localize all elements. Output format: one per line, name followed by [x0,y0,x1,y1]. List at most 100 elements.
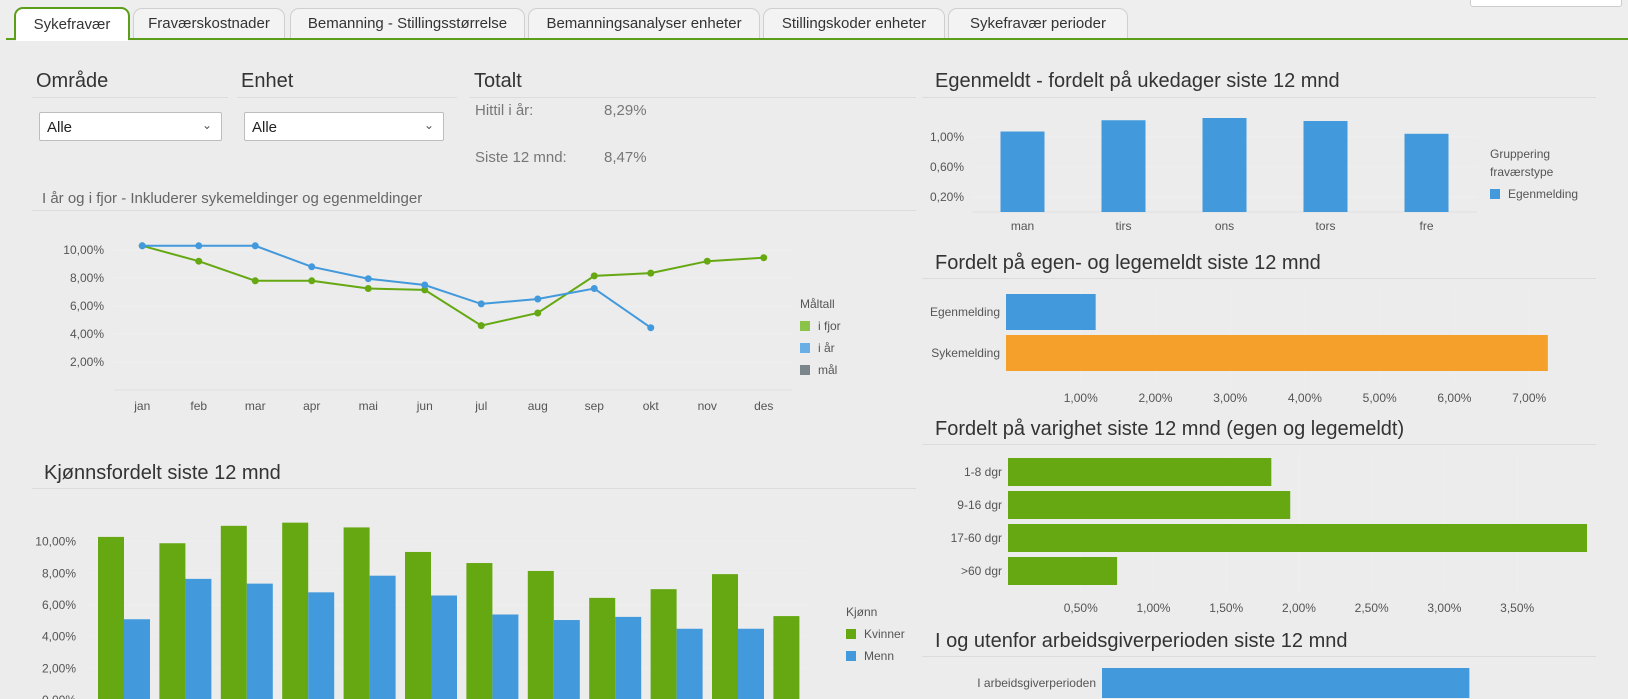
tab-bar: Sykefravær Fraværskostnader Bemanning - … [0,0,1628,41]
bar-menn [615,616,642,699]
tab-sykefravaer-perioder[interactable]: Sykefravær perioder [948,8,1128,38]
x-tick-label: 2,00% [1282,601,1316,615]
data-point [590,285,598,292]
bar-fre [1404,133,1449,212]
legend-label: Menn [864,649,894,663]
y-tick-label: 8,00% [42,566,76,580]
data-point [477,300,485,308]
bar-tors [1303,121,1348,212]
bar-kvinner [466,563,493,699]
x-tick-label: fre [1419,219,1433,233]
x-tick-label: 2,00% [1138,391,1172,405]
varighet-chart-title: Fordelt på varighet siste 12 mnd (egen o… [935,418,1405,440]
bar-kvinner [159,543,186,699]
legend-swatch [800,365,810,375]
x-tick-label: tors [1315,219,1335,233]
bar-menn [185,578,212,699]
data-point [421,281,429,289]
line-chart-title: I år og i fjor - Inkluderer sykemeldinge… [42,190,423,207]
divider [922,97,1596,98]
x-tick-label: 0,50% [1064,601,1098,615]
x-tick-label: ons [1215,219,1234,233]
y-tick-label: 4,00% [42,630,76,644]
x-tick-label: jul [474,399,487,413]
category-label: 9-16 dgr [957,498,1002,512]
y-tick-label: 0,60% [930,160,964,174]
x-tick-label: feb [190,399,207,413]
x-tick-label: okt [643,399,660,413]
legend-label: Kvinner [864,627,905,641]
egenlege-chart-title: Fordelt på egen- og legemeldt siste 12 m… [935,252,1321,274]
totalt-title: Totalt [474,70,522,92]
chevron-down-icon: ⌄ [423,118,434,132]
legend-title: fraværstype [1490,165,1554,179]
data-point [760,254,768,262]
x-tick-label: apr [303,399,320,413]
divider [922,278,1596,279]
tab-underline [6,38,1628,40]
tab-bemanningsanalyser-enheter[interactable]: Bemanningsanalyser enheter [528,8,760,38]
divider [237,97,457,98]
divider [922,656,1596,657]
bar-tirs [1101,120,1146,212]
data-point [195,257,203,265]
x-tick-label: 1,50% [1209,601,1243,615]
varighet-chart: 0,50% 1,00% 1,50% 2,00% 2,50% 3,00% 3,50% 1-8 d… [951,452,1587,615]
category-label: 17-60 dgr [951,531,1002,545]
legend-swatch [846,629,856,639]
omrade-dropdown[interactable]: Alle ⌄ [39,112,222,141]
siste-value: 8,47% [604,149,647,166]
legend-swatch [1490,189,1500,199]
legend-title: Gruppering [1490,147,1550,161]
divider [32,210,916,211]
y-tick-label: 0,00% [42,693,76,699]
tab-fravaerskostnader[interactable]: Fraværskostnader [133,8,285,38]
x-tick-label: jun [416,399,433,413]
omrade-value: Alle [47,119,73,136]
x-tick-label: aug [528,399,548,413]
top-right-control[interactable] [1470,0,1622,7]
bar-egenmelding [1006,294,1096,330]
data-point [308,277,316,285]
bar-17-60-dgr [1008,524,1587,552]
enhet-dropdown[interactable]: Alle ⌄ [244,112,444,141]
enhet-value: Alle [252,119,278,136]
legend-swatch [800,321,810,331]
siste-label: Siste 12 mnd: [475,149,567,166]
y-tick-label: 6,00% [42,598,76,612]
bar-man [1000,131,1045,212]
y-tick-label: 0,20% [930,190,964,204]
data-point [647,269,655,277]
bar-kvinner [712,574,738,699]
bar-i-arbeidsgiverperioden [1102,668,1470,698]
egenlege-chart: 1,00% 2,00% 3,00% 4,00% 5,00% 6,00% 7,00% Egenm… [930,286,1548,405]
y-tick-label: 4,00% [70,327,104,341]
tab-bemanning-stillingsstorrelse[interactable]: Bemanning - Stillingsstørrelse [290,8,525,38]
x-tick-label: 1,00% [1064,391,1098,405]
tab-sykefravaer[interactable]: Sykefravær [14,7,130,41]
legend-title: Kjønn [846,605,877,619]
agperiode-chart: I arbeidsgiverperioden [977,668,1470,698]
hittil-value: 8,29% [604,102,647,119]
category-label: I arbeidsgiverperioden [977,676,1096,690]
x-tick-label: des [754,399,773,413]
kjonn-chart: 0,00% 2,00% 4,00% 6,00% 8,00% 10,00% [35,522,810,699]
data-point [251,242,259,250]
omrade-label: Område [36,70,109,92]
x-tick-label: mai [359,399,378,413]
tab-stillingskoder-enheter[interactable]: Stillingskoder enheter [763,8,945,38]
x-tick-label: tirs [1116,219,1132,233]
bar-menn [369,575,396,699]
legend-label: i år [818,341,835,355]
bar-menn [553,620,580,699]
divider [470,97,916,98]
bar-ons [1202,118,1247,212]
data-point [308,263,316,271]
x-tick-label: 7,00% [1512,391,1546,405]
bar-menn [492,614,519,699]
hittil-label: Hittil i år: [475,102,534,119]
bar-kvinner [98,536,124,699]
ukedager-chart-legend: Gruppering fraværstype Egenmelding [1490,147,1578,201]
x-tick-label: mar [245,399,266,413]
bar-menn [308,592,335,699]
